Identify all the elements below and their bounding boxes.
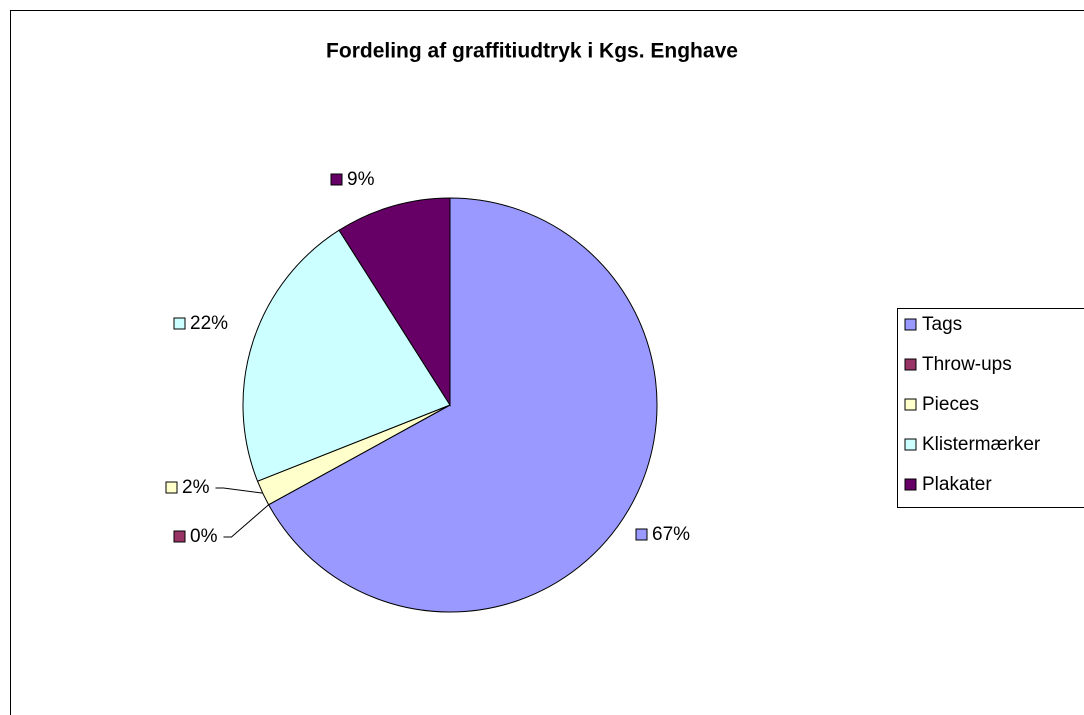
chart-border xyxy=(10,10,1084,715)
legend-swatch xyxy=(904,358,917,371)
legend-label: Throw-ups xyxy=(922,354,1012,375)
legend-swatch xyxy=(904,318,917,331)
pie-slice xyxy=(242,229,451,482)
data-label: 0% xyxy=(190,526,218,547)
label-swatch xyxy=(330,173,343,186)
legend-label: Tags xyxy=(922,314,962,335)
legend-label: Plakater xyxy=(922,474,992,495)
pie-slice xyxy=(338,197,451,407)
label-swatch xyxy=(165,481,178,494)
data-label: 67% xyxy=(652,524,690,545)
data-label: 22% xyxy=(190,313,228,334)
label-swatch xyxy=(173,317,186,330)
leader-line xyxy=(223,504,269,538)
label-swatch xyxy=(173,530,186,543)
legend-label: Pieces xyxy=(922,394,979,415)
pie-slice xyxy=(267,197,658,613)
legend-swatch xyxy=(904,438,917,451)
legend-box xyxy=(897,308,1084,508)
legend-label: Klistermærker xyxy=(922,434,1041,455)
legend-swatch xyxy=(904,398,917,411)
data-label: 2% xyxy=(182,477,210,498)
label-swatch xyxy=(635,528,648,541)
data-label: 9% xyxy=(347,169,375,190)
leader-line xyxy=(215,487,263,494)
chart-title: Fordeling af graffitiudtryk i Kgs. Engha… xyxy=(326,40,738,63)
legend-swatch xyxy=(904,478,917,491)
